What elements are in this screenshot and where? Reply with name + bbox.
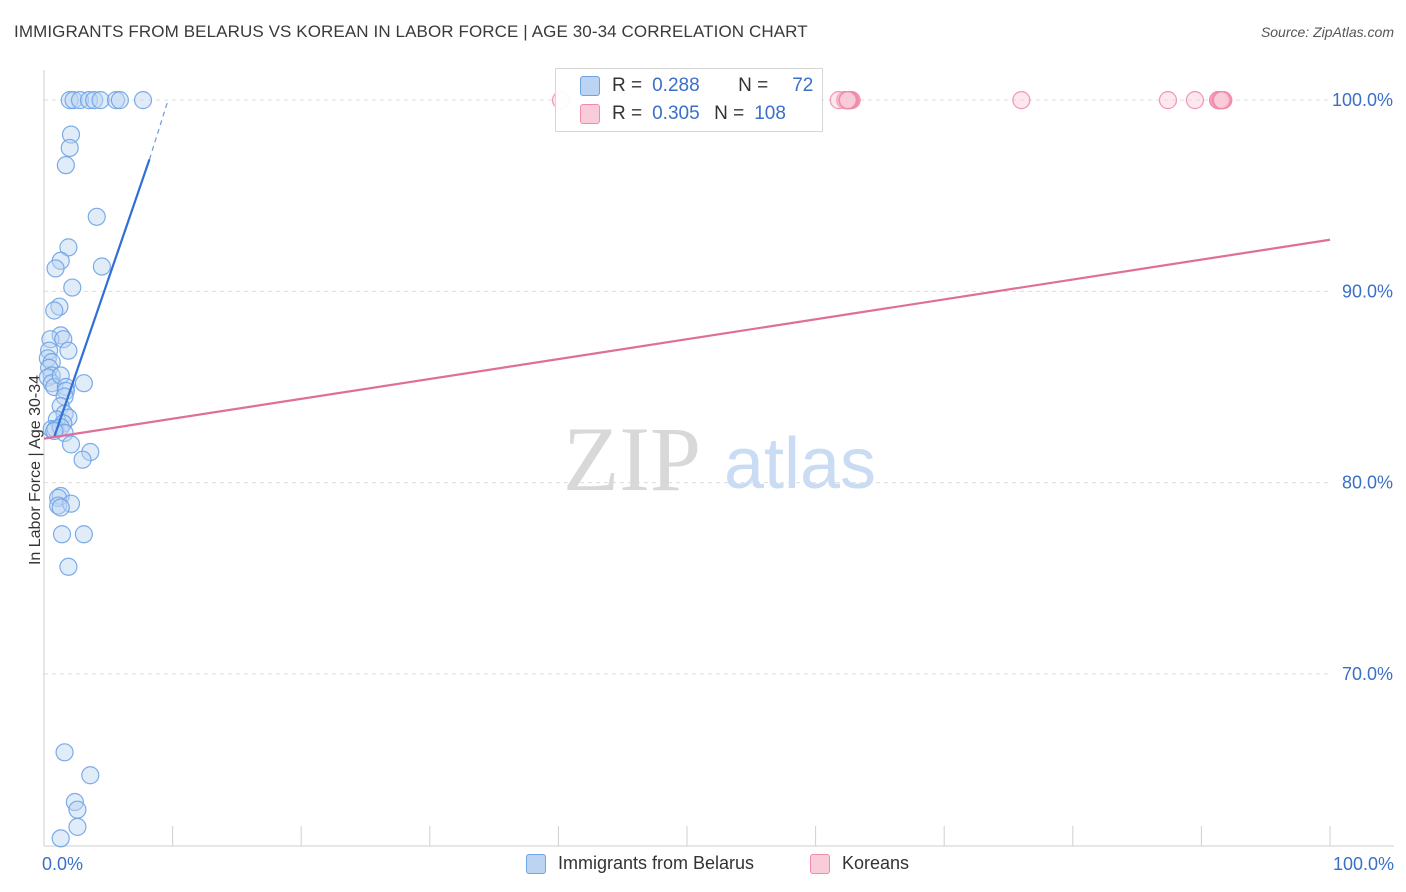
belarus-point bbox=[59, 341, 78, 360]
belarus-point bbox=[85, 91, 104, 110]
legend-swatch-koreans bbox=[580, 104, 600, 124]
n-value-koreans: 108 bbox=[754, 103, 786, 124]
belarus-trend-line-extension bbox=[148, 101, 169, 160]
belarus-point bbox=[61, 435, 81, 454]
legend-label-koreans: Koreans bbox=[842, 853, 910, 873]
legend-item-koreans: Koreans bbox=[810, 853, 909, 874]
belarus-point bbox=[74, 374, 93, 393]
belarus-point bbox=[92, 257, 111, 276]
korean-trend-line bbox=[43, 238, 1331, 440]
belarus-trend-line bbox=[53, 159, 151, 438]
x-tick-label: 0.0% bbox=[42, 854, 83, 874]
source-credit: Source: ZipAtlas.com bbox=[1260, 24, 1394, 40]
belarus-point bbox=[87, 207, 106, 226]
belarus-point bbox=[73, 450, 92, 469]
belarus-point bbox=[61, 125, 81, 144]
legend-row-belarus: R = 0.288 N = 72 bbox=[580, 73, 813, 99]
belarus-point bbox=[81, 442, 100, 462]
belarus-point bbox=[55, 743, 74, 762]
belarus-point bbox=[81, 766, 100, 785]
r-value-belarus: 0.288 bbox=[652, 75, 700, 96]
belarus-point bbox=[51, 498, 70, 517]
x-tick-label: 100.0% bbox=[1333, 854, 1394, 874]
belarus-point bbox=[91, 91, 110, 110]
belarus-point bbox=[59, 238, 78, 257]
belarus-point bbox=[110, 91, 129, 110]
legend-swatch-belarus bbox=[526, 853, 546, 874]
korean-point bbox=[838, 91, 857, 110]
belarus-point bbox=[51, 829, 70, 848]
belarus-point bbox=[52, 525, 72, 544]
belarus-point bbox=[54, 330, 73, 349]
belarus-point bbox=[64, 91, 83, 110]
legend-swatch-koreans bbox=[810, 853, 830, 874]
belarus-point bbox=[60, 91, 79, 110]
y-tick-label: 70.0% bbox=[1342, 664, 1393, 684]
belarus-point bbox=[68, 800, 87, 819]
legend-row-koreans: R = 0.305 N = 108 bbox=[580, 101, 786, 127]
legend-label-belarus: Immigrants from Belarus bbox=[558, 853, 755, 873]
korean-point bbox=[1212, 91, 1232, 110]
belarus-point bbox=[61, 494, 81, 513]
korean-point bbox=[1012, 91, 1031, 110]
belarus-point bbox=[74, 525, 93, 544]
r-label: R = bbox=[612, 103, 643, 124]
belarus-point bbox=[46, 259, 65, 278]
chart-title: IMMIGRANTS FROM BELARUS VS KOREAN IN LAB… bbox=[14, 22, 808, 41]
legend-item-belarus: Immigrants from Belarus bbox=[526, 853, 754, 874]
korean-point bbox=[1158, 91, 1178, 110]
belarus-point bbox=[106, 91, 126, 110]
n-value-belarus: 72 bbox=[792, 75, 814, 96]
legend-swatch-belarus bbox=[580, 76, 600, 96]
watermark-atlas: atlas bbox=[724, 424, 876, 504]
korean-point bbox=[1185, 91, 1205, 110]
r-label: R = bbox=[612, 75, 643, 96]
y-tick-label: 90.0% bbox=[1342, 281, 1393, 301]
y-tick-label: 80.0% bbox=[1342, 473, 1393, 493]
n-label: N = bbox=[714, 103, 745, 124]
belarus-point bbox=[68, 817, 87, 836]
belarus-point bbox=[59, 557, 78, 576]
r-value-koreans: 0.305 bbox=[652, 103, 700, 124]
belarus-point bbox=[60, 138, 79, 158]
y-tick-label: 100.0% bbox=[1332, 90, 1393, 110]
belarus-point bbox=[45, 301, 64, 320]
belarus-point bbox=[56, 156, 75, 175]
n-label: N = bbox=[738, 75, 769, 96]
belarus-point bbox=[63, 278, 82, 297]
belarus-point bbox=[41, 330, 60, 349]
watermark-zip: ZIP bbox=[563, 408, 701, 510]
correlation-legend: R = 0.288 N = 72 R = 0.305 N = 108 bbox=[555, 68, 823, 132]
belarus-point bbox=[133, 91, 153, 110]
